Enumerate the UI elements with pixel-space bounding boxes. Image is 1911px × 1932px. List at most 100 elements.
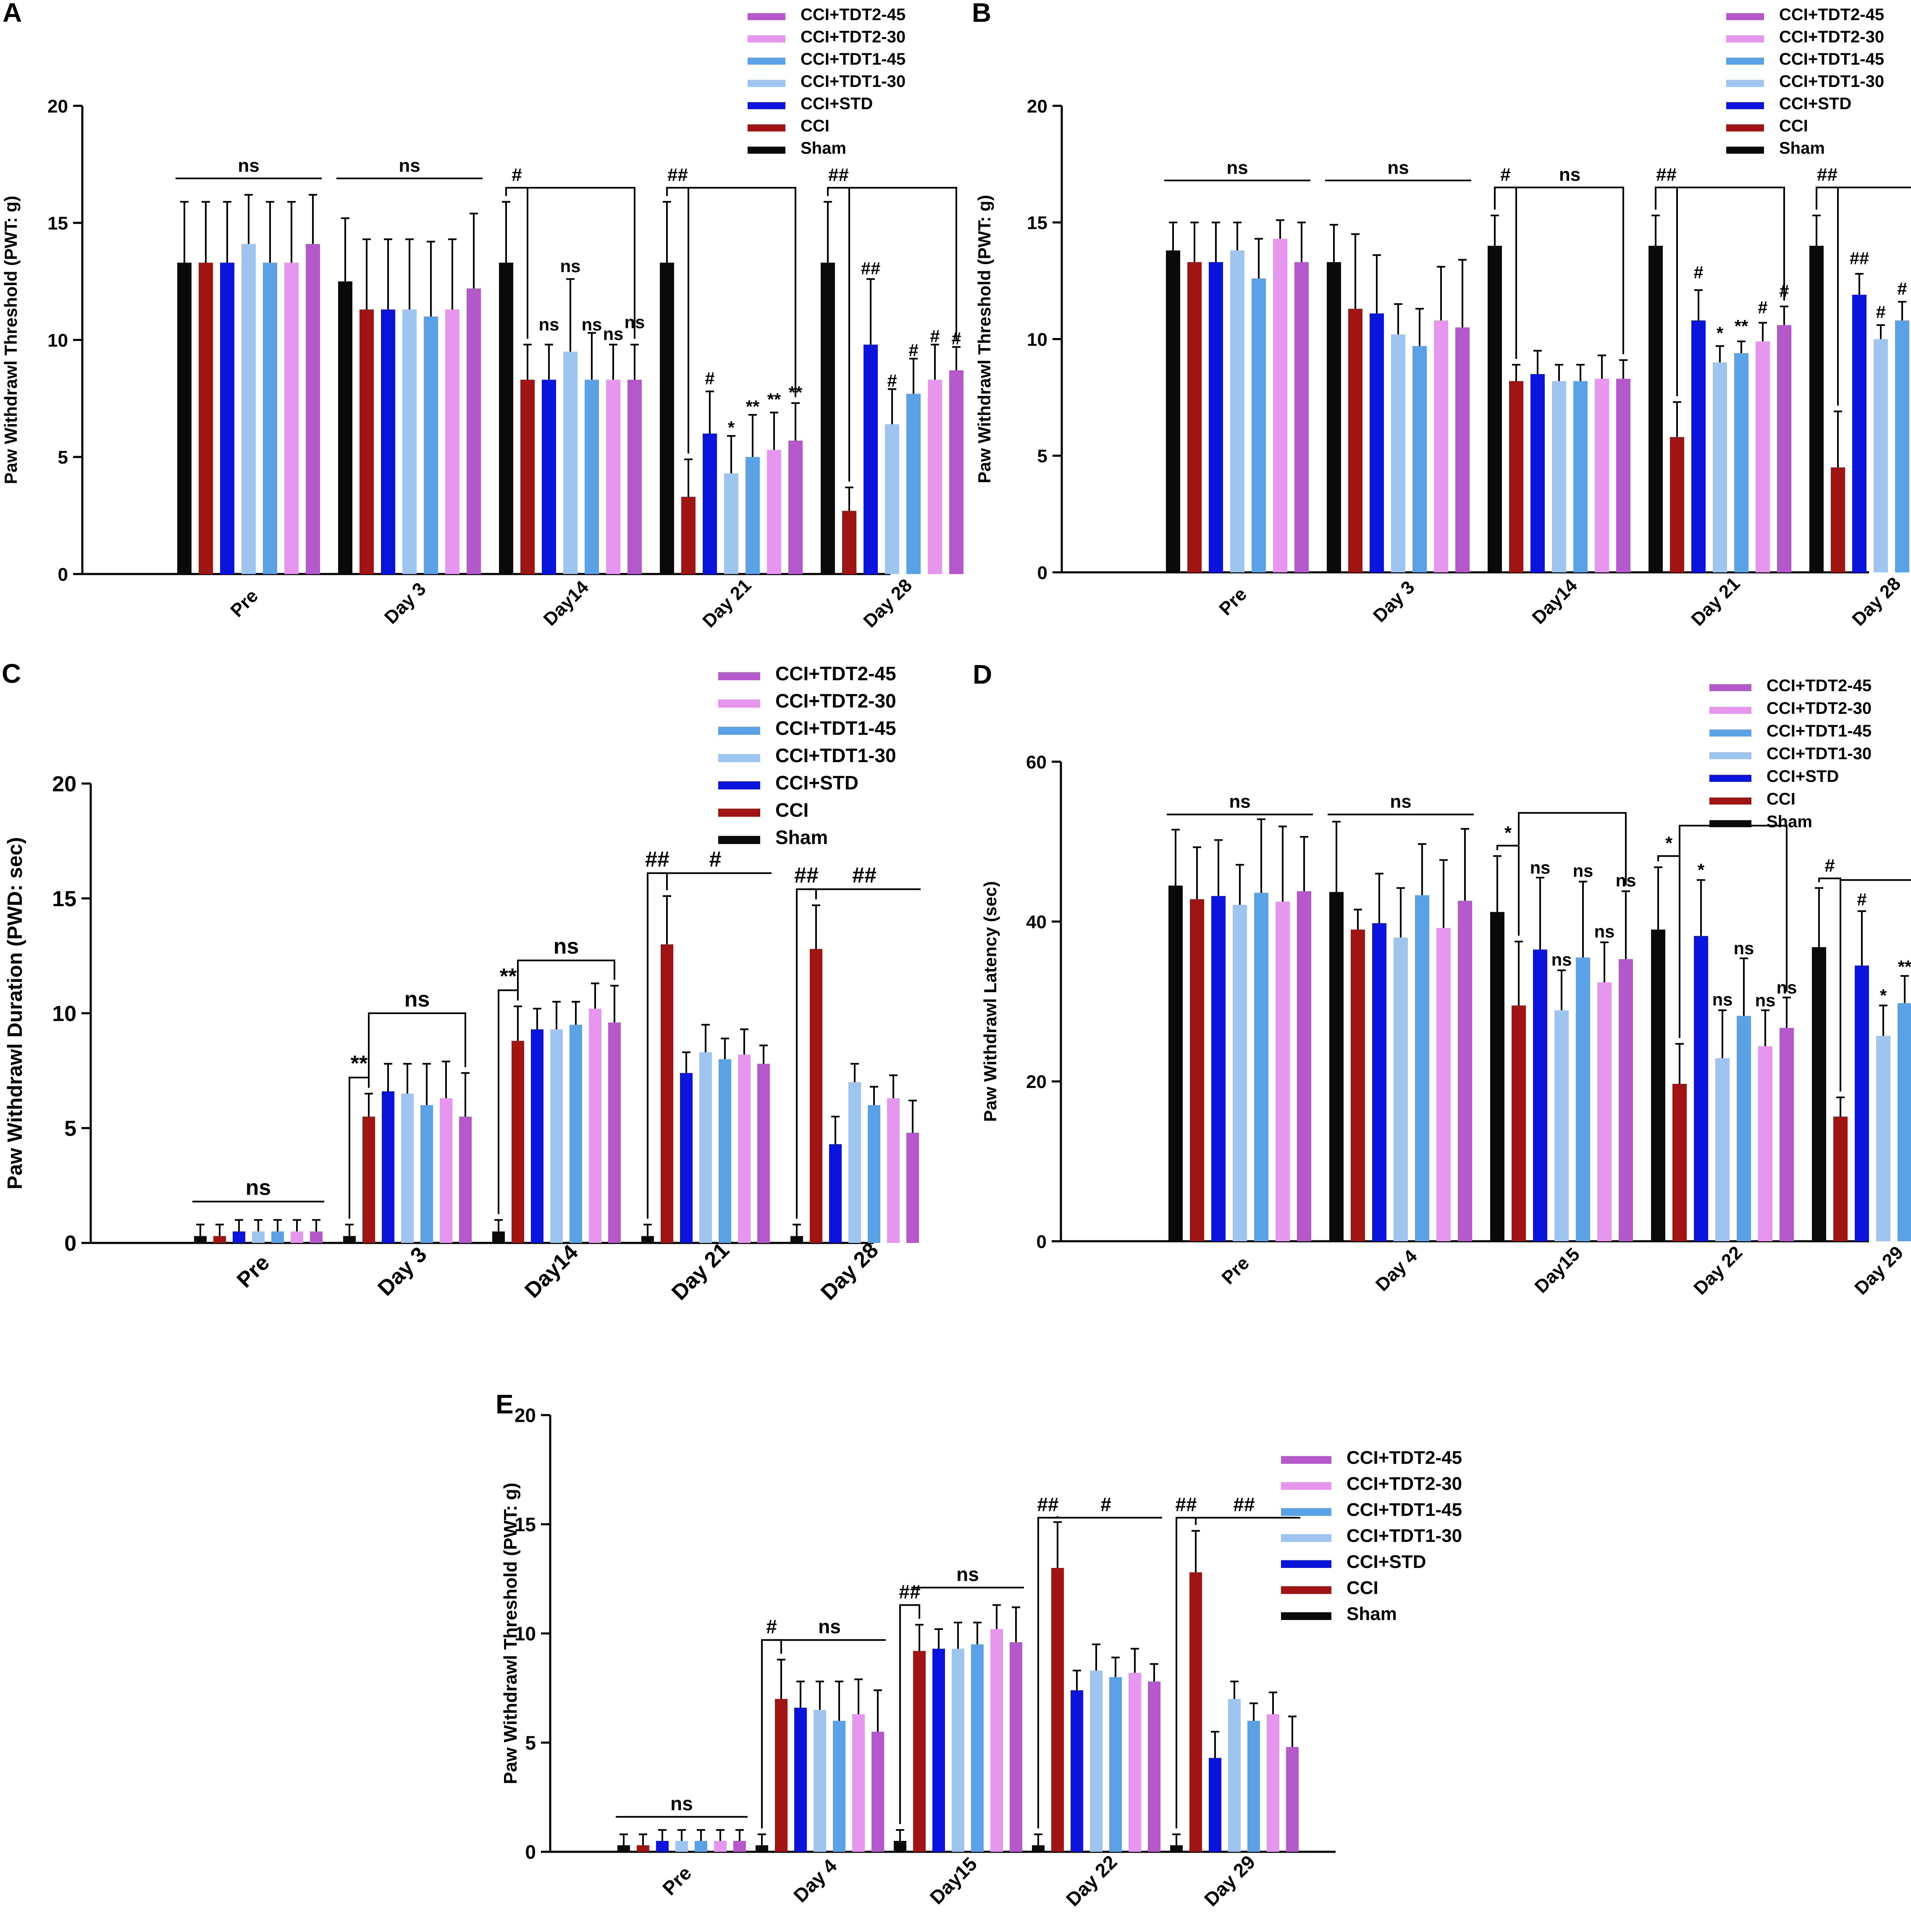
legend-label: CCI+TDT1-45	[1779, 50, 1884, 68]
significance-label: ns	[1390, 792, 1411, 812]
bar	[1230, 250, 1244, 572]
legend-swatch	[748, 58, 785, 65]
bar	[459, 1117, 472, 1243]
x-tick-label: Day 29	[1200, 1851, 1260, 1911]
significance-label: #	[766, 1616, 777, 1638]
bar	[1254, 893, 1268, 1241]
bar	[788, 440, 803, 574]
bar	[695, 1841, 707, 1852]
significance-label: ns	[670, 1793, 693, 1814]
significance-label: #	[1824, 855, 1835, 876]
legend-swatch	[1709, 775, 1751, 782]
significance-label: ns	[560, 256, 581, 276]
bar	[177, 262, 192, 574]
bar	[1247, 1721, 1260, 1852]
bar	[681, 497, 696, 574]
legend-swatch	[1281, 1456, 1331, 1464]
bar	[724, 473, 738, 574]
x-tick-label: Day15	[925, 1853, 981, 1908]
significance-bracket	[368, 1012, 466, 1088]
significance-bracket	[1676, 186, 1785, 396]
legend-swatch	[1726, 35, 1764, 42]
significance-bracket	[1176, 1517, 1197, 1829]
bar	[1898, 1003, 1911, 1241]
significance-label: **	[767, 390, 781, 409]
significance-label: ns	[956, 1563, 979, 1585]
bar	[585, 380, 599, 574]
bar	[1874, 339, 1888, 572]
significance-bracket	[647, 872, 668, 1219]
legend-swatch	[748, 102, 785, 109]
bar	[814, 1710, 826, 1852]
y-tick-label: 40	[1026, 912, 1047, 933]
legend-label: CCI+TDT2-30	[1347, 1473, 1462, 1494]
bar	[699, 1052, 712, 1243]
significance-label: #	[512, 165, 522, 185]
legend-swatch	[718, 672, 760, 680]
bar	[1619, 959, 1633, 1241]
legend-swatch	[1709, 752, 1751, 759]
significance-label: #	[1693, 262, 1703, 282]
bar	[746, 457, 760, 574]
bar	[1209, 262, 1223, 572]
significance-label: #	[1100, 1493, 1111, 1515]
legend-label: CCI+TDT2-30	[775, 690, 896, 712]
legend-label: CCI+TDT2-45	[775, 663, 896, 684]
bar	[1490, 912, 1504, 1241]
y-axis-title: Paw Withdrawl Threshold (PWT: g)	[500, 1483, 521, 1784]
y-tick-label: 5	[525, 1732, 536, 1754]
significance-label: ns	[625, 312, 645, 332]
chart-e: E 0 5 10 15 20 Paw Withdrawl Threshold (PWT: g…	[496, 1389, 1462, 1911]
bar	[310, 1231, 323, 1243]
bar	[719, 1059, 731, 1243]
legend-label: CCI+TDT2-30	[1767, 699, 1872, 718]
bar	[338, 281, 352, 574]
significance-bracket	[848, 187, 957, 482]
bar	[1391, 334, 1405, 572]
legend-swatch	[748, 35, 785, 42]
legend-label: CCI+TDT2-30	[801, 28, 906, 46]
significance-bracket	[1515, 186, 1624, 359]
bar	[1530, 374, 1545, 572]
legend-swatch	[1281, 1586, 1331, 1594]
bar	[1051, 1568, 1064, 1852]
panel-label: D	[973, 659, 992, 689]
significance-label: ns	[399, 155, 420, 176]
bar	[1090, 1670, 1102, 1852]
y-tick-label: 20	[1026, 1072, 1047, 1092]
y-tick-label: 15	[514, 1514, 536, 1536]
legend-swatch	[1281, 1534, 1331, 1542]
significance-label: *	[1717, 323, 1724, 343]
bar	[306, 244, 320, 574]
significance-label: ##	[852, 863, 877, 888]
bar	[199, 262, 213, 574]
legend-label: CCI	[1779, 117, 1808, 135]
legend-label: CCI+STD	[801, 94, 873, 113]
significance-label: #	[951, 329, 961, 349]
significance-label: ns	[1229, 792, 1250, 812]
legend-label: CCI+STD	[1767, 767, 1839, 786]
bar	[703, 433, 717, 574]
x-tick-label: Day14	[520, 1240, 583, 1303]
bar	[531, 1029, 543, 1243]
bar	[1648, 246, 1663, 572]
bar	[738, 1054, 751, 1243]
y-tick-label: 0	[64, 1232, 76, 1256]
bar	[1372, 923, 1386, 1241]
x-tick-label: Day 28	[816, 1238, 883, 1305]
bar	[381, 309, 395, 574]
bar	[842, 511, 856, 574]
bar	[1554, 1010, 1569, 1241]
significance-label: ns	[1559, 164, 1580, 185]
bar	[606, 380, 620, 574]
significance-bracket	[1837, 186, 1911, 406]
bar	[1273, 239, 1287, 572]
bar	[1286, 1747, 1299, 1852]
significance-bracket	[527, 187, 635, 339]
bar	[949, 370, 963, 574]
significance-label: *	[1665, 833, 1673, 854]
legend-label: CCI+TDT1-30	[775, 744, 896, 766]
bar	[868, 1105, 880, 1243]
bar	[1852, 294, 1866, 572]
significance-label: ns	[1712, 990, 1733, 1009]
